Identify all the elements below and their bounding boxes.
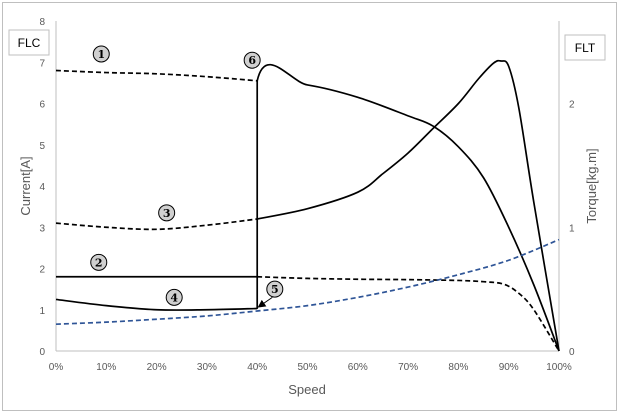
y-right-tick-label: 2 (569, 100, 575, 111)
x-tick-label: 70% (398, 362, 418, 373)
y-right-tick-label: 0 (569, 347, 575, 358)
y-left-tick-label: 3 (39, 223, 45, 234)
marker-circle-5 (266, 280, 284, 298)
series-line-c3 (55, 218, 258, 231)
y-right-axis-title: Torque[kg.m] (584, 148, 599, 223)
x-axis-title: Speed (288, 382, 326, 397)
x-tick-label: 60% (348, 362, 368, 373)
marker-label-2: 2 (95, 256, 103, 269)
y-left-tick-label: 5 (39, 141, 45, 152)
marker-label-1: 1 (97, 48, 105, 61)
y-left-tick-label: 0 (39, 347, 45, 358)
x-tick-label: 10% (96, 362, 116, 373)
x-tick-label: 40% (247, 362, 267, 373)
x-tick-label: 80% (448, 362, 468, 373)
x-tick-label: 90% (499, 362, 519, 373)
marker-circle-3 (158, 204, 176, 222)
y-left-tick-label: 1 (39, 306, 45, 317)
y-left-tick-label: 2 (39, 265, 45, 276)
y-left-tick-label: 6 (39, 100, 45, 111)
right-box: FLT (564, 34, 606, 61)
y-left-axis-title: Current[A] (18, 156, 33, 215)
marker-circle-4 (165, 288, 183, 306)
y-left-tick-label: 7 (39, 58, 45, 69)
right-box-label: FLT (575, 41, 596, 55)
series-line-c1 (55, 69, 258, 82)
x-tick-label: 50% (297, 362, 317, 373)
left-box-label: FLC (18, 36, 41, 50)
marker-label-4: 4 (170, 291, 178, 304)
y-left-tick-label: 4 (39, 182, 45, 193)
y-left-tick-label: 8 (39, 17, 45, 28)
marker-circle-6 (243, 51, 261, 69)
series-line-c6 (256, 64, 560, 352)
marker-label-5: 5 (271, 283, 279, 296)
annotation-arrow (257, 296, 273, 308)
x-tick-label: 20% (147, 362, 167, 373)
series-line-c3s (257, 59, 560, 352)
series-line-load (55, 238, 560, 326)
y-right-tick-label: 1 (569, 223, 575, 234)
marker-circle-2 (90, 253, 108, 271)
x-tick-label: 0% (49, 362, 64, 373)
marker-label-3: 3 (163, 207, 171, 220)
marker-label-6: 6 (248, 54, 256, 67)
marker-circle-1 (92, 45, 110, 63)
series-line-c2d (257, 275, 560, 352)
series-line-c4 (55, 298, 258, 311)
x-tick-label: 100% (546, 362, 572, 373)
x-tick-label: 30% (197, 362, 217, 373)
left-box: FLC (8, 29, 50, 56)
